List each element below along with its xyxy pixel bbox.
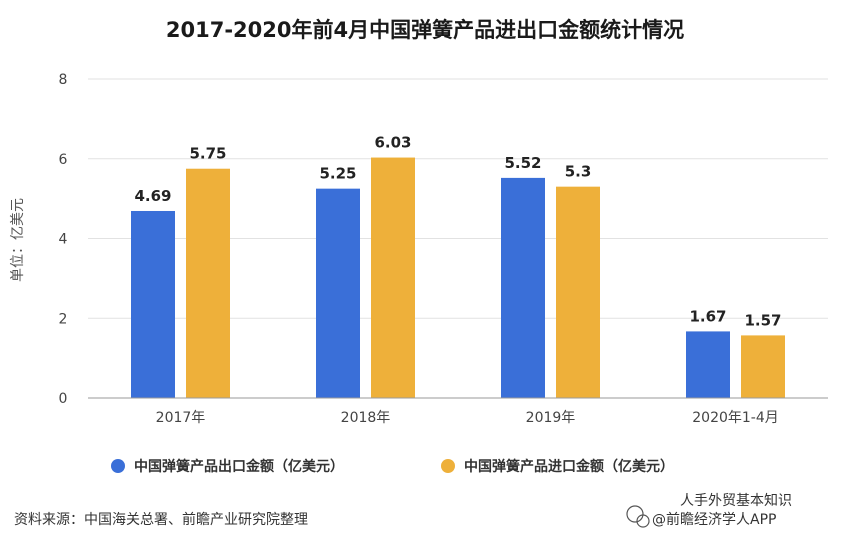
data-label: 5.3 (565, 163, 592, 181)
data-label: 5.52 (504, 154, 541, 172)
legend-label: 中国弹簧产品出口金额（亿美元） (134, 458, 344, 475)
watermark-text: @前瞻经济学人APP (652, 511, 776, 528)
y-axis-label: 单位：亿美元 (10, 198, 26, 282)
x-tick-label: 2018年 (341, 410, 391, 426)
wechat-icon-secondary (636, 514, 650, 528)
wechat-icon (626, 505, 644, 523)
bar-import (741, 335, 785, 398)
x-tick-label: 2020年1-4月 (692, 410, 779, 426)
x-axis-ticks: 2017年 2018年 2019年 2020年1-4月 (156, 410, 779, 426)
y-tick-label: 2 (59, 311, 68, 327)
bar-export (501, 177, 545, 398)
x-tick-label: 2017年 (156, 410, 206, 426)
data-labels: 4.69 5.75 5.25 6.03 5.52 5.3 1.67 1.57 (134, 134, 781, 330)
data-label: 5.25 (319, 165, 356, 183)
data-label: 5.75 (189, 145, 226, 163)
watermark-partial: 人手外贸基本知识 (680, 492, 792, 509)
data-label: 1.57 (744, 311, 781, 329)
bar-export (131, 210, 175, 398)
y-tick-label: 4 (59, 232, 68, 248)
y-axis-ticks: 0 2 4 6 8 (59, 72, 68, 407)
bar-import (186, 168, 230, 398)
legend-marker (441, 459, 455, 473)
watermark: 人手外贸基本知识 @前瞻经济学人APP (626, 492, 792, 528)
legend-label: 中国弹簧产品进口金额（亿美元） (464, 458, 674, 475)
bar-export (686, 331, 730, 398)
source-note: 资料来源：中国海关总署、前瞻产业研究院整理 (14, 511, 308, 528)
data-label: 4.69 (134, 187, 171, 205)
chart-title: 2017-2020年前4月中国弹簧产品进出口金额统计情况 (166, 18, 684, 42)
bar-import (371, 157, 415, 398)
bars (131, 157, 785, 398)
data-label: 6.03 (374, 134, 411, 152)
data-label: 1.67 (689, 307, 726, 325)
y-tick-label: 6 (59, 152, 68, 168)
bar-export (316, 188, 360, 398)
x-tick-label: 2019年 (526, 410, 576, 426)
legend: 中国弹簧产品出口金额（亿美元） 中国弹簧产品进口金额（亿美元） (111, 458, 674, 475)
y-tick-label: 8 (59, 72, 68, 88)
legend-marker (111, 459, 125, 473)
y-tick-label: 0 (59, 391, 68, 407)
bar-import (556, 186, 600, 398)
